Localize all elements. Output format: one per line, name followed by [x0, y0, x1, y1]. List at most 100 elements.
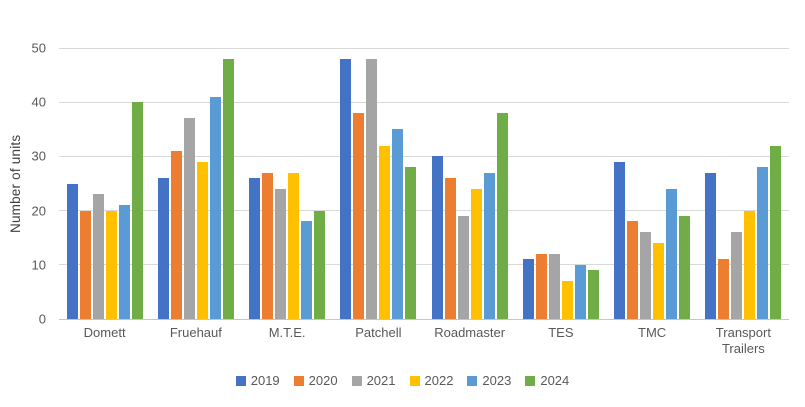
- bar-groups: [59, 48, 789, 319]
- category-label-domett: Domett: [83, 325, 126, 340]
- y-tick-label: 40: [31, 94, 46, 110]
- bar-group-tes: [515, 48, 606, 319]
- bar-patchell-2021: [366, 58, 378, 319]
- x-axis-line: [59, 318, 789, 320]
- bar-fruehauf-2020: [170, 150, 182, 319]
- bar-transport-trailers-2023: [757, 167, 769, 319]
- bar-transport-trailers-2021: [731, 232, 743, 319]
- category-label-fruehauf: Fruehauf: [169, 325, 222, 340]
- category-label-transport-trailers: Transport Trailers: [715, 325, 771, 357]
- bar-tmc-2021: [640, 232, 652, 319]
- legend-item-2023: 2023: [467, 374, 511, 387]
- category-label-tmc: TMC: [638, 325, 667, 340]
- bar-domett-2022: [105, 210, 117, 319]
- gridline: [59, 264, 789, 266]
- bar-fruehauf-2023: [209, 96, 221, 319]
- category-label-roadmaster: Roadmaster: [434, 325, 506, 340]
- bar-tmc-2020: [627, 221, 639, 319]
- bar-roadmaster-2021: [457, 216, 469, 319]
- bar-transport-trailers-2020: [718, 259, 730, 319]
- bar-group-domett: [59, 48, 150, 319]
- bar-domett-2019: [66, 183, 78, 319]
- bar-transport-trailers-2019: [705, 172, 717, 319]
- y-tick-label: 50: [31, 40, 46, 56]
- bar-m-t-e-2021: [275, 188, 287, 319]
- legend-swatch-icon: [351, 375, 362, 386]
- category-label-m-t-e: M.T.E.: [268, 325, 306, 340]
- gridline: [59, 101, 789, 103]
- legend-swatch-icon: [409, 375, 420, 386]
- bar-fruehauf-2021: [183, 118, 195, 319]
- bar-m-t-e-2022: [288, 172, 300, 319]
- bar-domett-2023: [118, 205, 130, 319]
- bar-tes-2020: [535, 253, 547, 319]
- bar-transport-trailers-2022: [744, 210, 756, 319]
- bar-tes-2019: [522, 259, 534, 319]
- bar-m-t-e-2024: [314, 210, 326, 319]
- bar-tmc-2019: [614, 161, 626, 319]
- bar-patchell-2020: [353, 113, 365, 319]
- bar-tes-2021: [548, 253, 560, 319]
- legend-swatch-icon: [525, 375, 536, 386]
- legend-item-2019: 2019: [235, 373, 280, 388]
- bar-group-fruehauf: [150, 48, 241, 319]
- bar-group-patchell: [333, 48, 424, 319]
- bar-fruehauf-2022: [196, 161, 208, 319]
- legend-item-2020: 2020: [293, 373, 338, 388]
- category-label-tes: TES: [548, 325, 574, 340]
- gridline: [59, 210, 789, 212]
- legend-label: 2023: [482, 373, 512, 388]
- bar-patchell-2019: [340, 58, 352, 319]
- bar-patchell-2023: [392, 129, 404, 319]
- bar-fruehauf-2019: [157, 178, 169, 319]
- legend-label: 2024: [540, 373, 570, 388]
- y-tick-label: 0: [38, 311, 46, 327]
- legend-label: 2019: [250, 373, 280, 388]
- y-tick-label: 30: [31, 148, 46, 164]
- bar-tes-2022: [561, 281, 573, 319]
- legend-item-2024: 2024: [525, 374, 569, 387]
- bar-tes-2024: [587, 270, 599, 319]
- y-tick-label: 20: [31, 203, 46, 219]
- category-labels: Domett Fruehauf M.T.E. Patchell Roadmaster TE…: [59, 325, 789, 358]
- legend-label: 2020: [308, 373, 338, 388]
- legend: 2019 2020 2021 2022 2023 2024: [0, 374, 805, 387]
- bar-patchell-2024: [405, 167, 417, 319]
- bar-tmc-2023: [666, 188, 678, 319]
- bar-fruehauf-2024: [222, 58, 234, 319]
- bar-roadmaster-2020: [444, 178, 456, 319]
- bar-group-tmc: [607, 48, 698, 319]
- bar-roadmaster-2024: [496, 113, 508, 319]
- bar-m-t-e-2019: [249, 178, 261, 319]
- bar-domett-2020: [79, 210, 91, 319]
- gridline: [59, 155, 789, 157]
- bar-m-t-e-2020: [262, 172, 274, 319]
- legend-swatch-icon: [293, 375, 304, 386]
- legend-item-2021: 2021: [351, 373, 396, 388]
- legend-swatch-icon: [235, 375, 246, 386]
- bar-domett-2021: [92, 194, 104, 319]
- bar-roadmaster-2022: [470, 188, 482, 319]
- bar-tmc-2024: [679, 216, 691, 319]
- y-tick-label: 10: [31, 257, 46, 273]
- legend-label: 2022: [424, 373, 454, 388]
- legend-label: 2021: [366, 373, 396, 388]
- bar-roadmaster-2023: [483, 172, 495, 319]
- plot-area: [59, 47, 789, 320]
- bar-group-roadmaster: [424, 48, 515, 319]
- bar-patchell-2022: [379, 145, 391, 319]
- bar-group-transport-trailers: [698, 48, 789, 319]
- bar-transport-trailers-2024: [770, 145, 782, 319]
- legend-item-2022: 2022: [409, 373, 454, 388]
- category-label-patchell: Patchell: [355, 325, 402, 340]
- bar-m-t-e-2023: [301, 221, 313, 319]
- gridline: [59, 47, 789, 49]
- bar-tes-2023: [574, 264, 586, 319]
- bar-domett-2024: [131, 102, 143, 319]
- bar-group-m-t-e: [242, 48, 333, 319]
- y-axis: 0 10 20 30 40 50: [0, 42, 46, 326]
- bar-roadmaster-2019: [431, 156, 443, 319]
- legend-swatch-icon: [467, 375, 478, 386]
- bar-tmc-2022: [653, 243, 665, 319]
